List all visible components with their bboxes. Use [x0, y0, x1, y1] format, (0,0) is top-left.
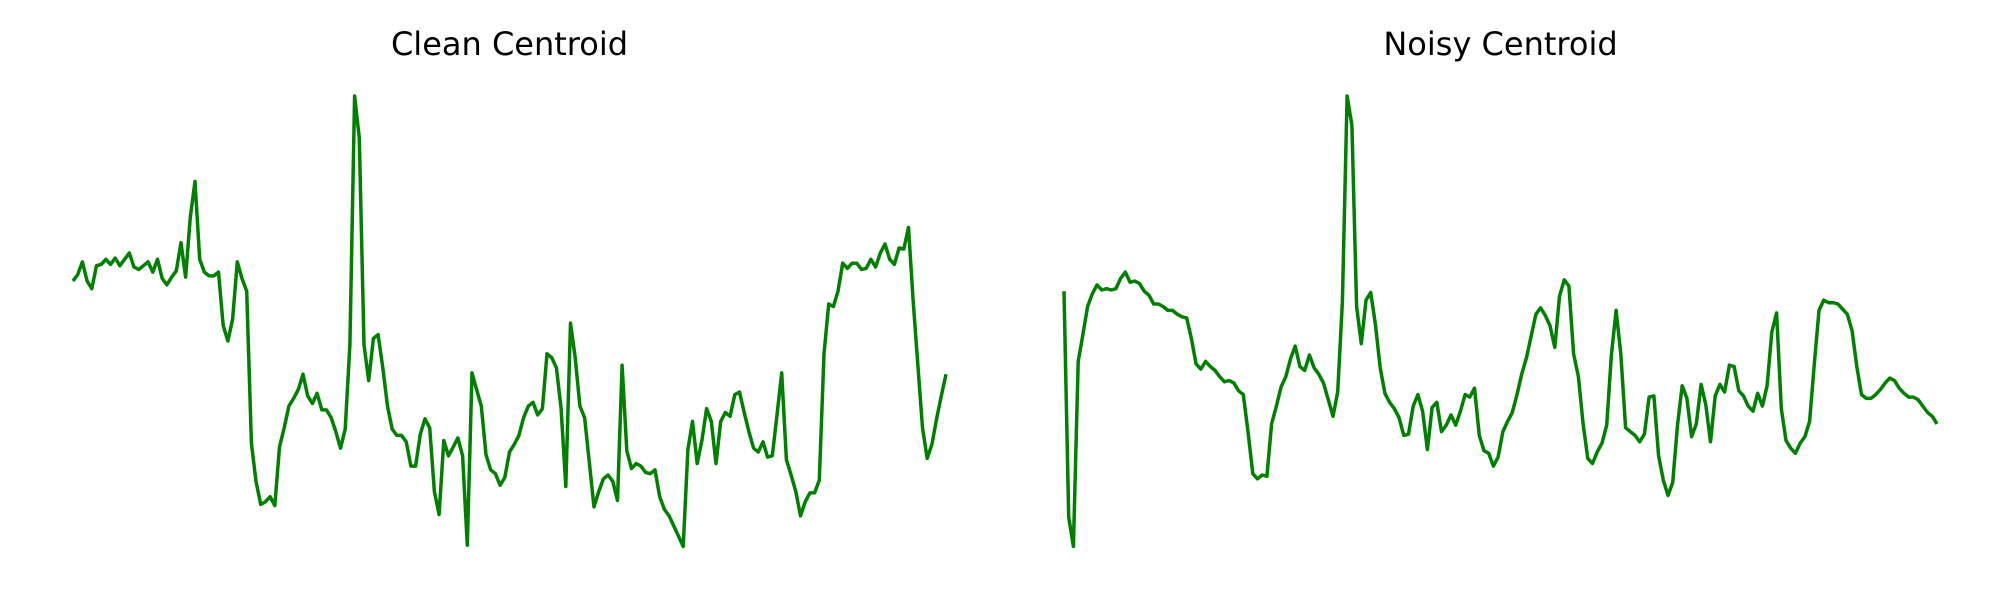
chart-title: Noisy Centroid — [1383, 25, 1617, 63]
chart-title: Clean Centroid — [391, 25, 628, 63]
data-line — [71, 94, 948, 549]
data-line — [1062, 94, 1939, 549]
